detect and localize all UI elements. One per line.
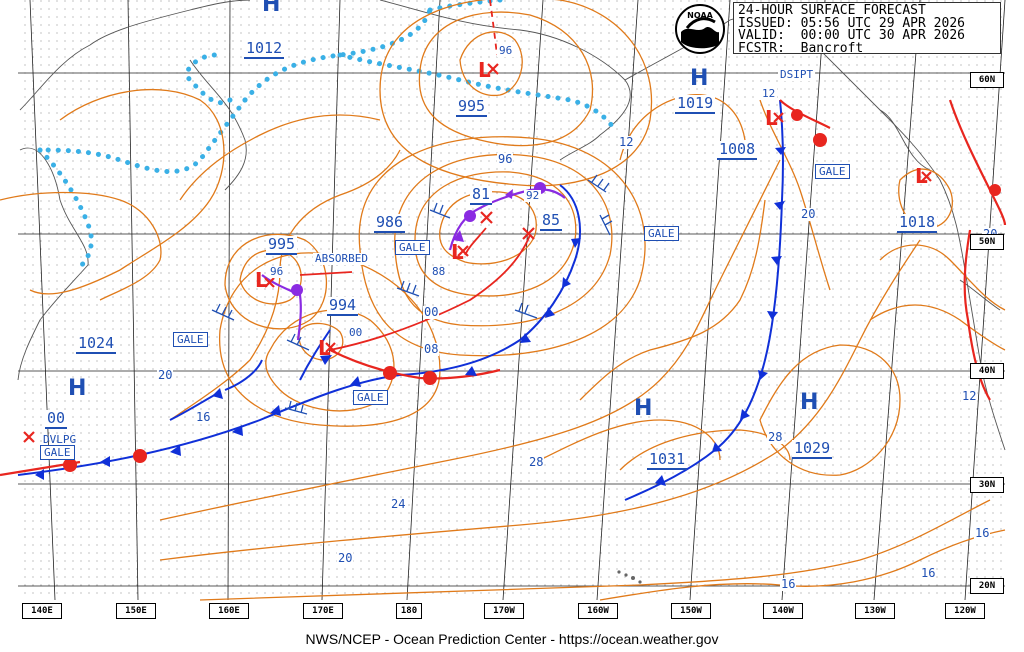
header-issued: ISSUED: 05:56 UTC 29 APR 2026 (738, 15, 965, 31)
gale-warning-label: GALE (173, 332, 208, 347)
isobar-label: 96 (497, 152, 514, 166)
longitude-label: 160E (209, 603, 249, 619)
high-symbol: H (690, 66, 709, 91)
longitude-label: 150W (671, 603, 711, 619)
low-note: 00 (347, 326, 365, 339)
forecast-header: 24-HOUR SURFACE FORECAST ISSUED: 05:56 U… (733, 2, 1001, 54)
isobar-label: 24 (390, 497, 407, 511)
header-title: 24-HOUR SURFACE FORECAST (738, 3, 926, 18)
low-note: 92 (524, 189, 542, 202)
front-semicircles (63, 109, 1001, 472)
absorbed-note: ABSORBED (313, 252, 370, 265)
high-symbol: H (634, 396, 653, 421)
high-symbol: H (262, 0, 281, 17)
low-symbol: L (765, 106, 778, 130)
isobar-label: 28 (528, 455, 545, 469)
latitude-label: 50N (970, 234, 1004, 250)
gale-warning-label: GALE (815, 164, 850, 179)
low-symbol: L (255, 268, 268, 292)
low-pressure-label: 994 (327, 296, 359, 316)
storm-tracks (299, 0, 531, 351)
gale-warning-label: GALE (395, 240, 430, 255)
high-pressure-label: 1031 (647, 450, 688, 470)
longitude-label: 140W (763, 603, 803, 619)
isobar-label: 88 (430, 265, 448, 278)
longitude-label: 170E (303, 603, 343, 619)
high-pressure-label: 1024 (76, 334, 117, 354)
isobar-label: 16 (780, 577, 797, 591)
high-pressure-label: 1012 (244, 39, 285, 59)
low-note: 96 (497, 44, 515, 57)
low-pressure-label: 1018 (897, 213, 938, 233)
cold-front-2 (624, 99, 785, 501)
longitude-label: 130W (855, 603, 895, 619)
isobar-label: 20 (157, 368, 174, 382)
low-pressure-label: 00 (45, 409, 68, 429)
isobar-label: 12 (961, 389, 978, 403)
developing-note: DVLPG (43, 433, 77, 446)
isobar-label: 20 (337, 551, 354, 565)
isobar-label: 16 (195, 410, 212, 424)
header-valid: VALID: 00:00 UTC 30 APR 2026 (738, 28, 965, 43)
longitude-label: 180 (396, 603, 422, 619)
low-pressure-label: 81 (470, 185, 493, 205)
low-pressure-label: 995 (266, 235, 298, 255)
low-pressure-label: 986 (374, 213, 406, 233)
high-pressure-label: 1029 (792, 439, 833, 459)
low-note: 12 (760, 87, 778, 100)
noaa-logo: NOAA (675, 4, 725, 54)
gale-warning-label: GALE (644, 226, 679, 241)
low-pressure-label: 1008 (717, 140, 758, 160)
latitude-label: 30N (970, 477, 1004, 493)
longitude-label: 160W (578, 603, 618, 619)
storm-x-marks (23, 63, 932, 443)
longitude-label: 150E (116, 603, 156, 619)
high-pressure-label: 1019 (675, 94, 716, 114)
low-pressure-label: 85 (540, 211, 563, 231)
wind-barbs (211, 174, 613, 415)
isobar-label: 08 (423, 342, 440, 356)
header-forecaster: FCSTR: Bancroft (738, 40, 864, 56)
front-triangles (35, 147, 786, 486)
low-note: 96 (268, 265, 286, 278)
latitude-label: 20N (970, 578, 1004, 594)
dissipating-note: DSIPT (778, 68, 816, 81)
latitude-label: 40N (970, 363, 1004, 379)
isobar-label: 16 (920, 566, 937, 580)
low-symbol: L (478, 58, 491, 82)
coastlines (17, 0, 1006, 451)
longitude-label: 120W (945, 603, 985, 619)
ice-edge (37, 0, 618, 273)
isobar-label: 16 (974, 526, 991, 540)
latitude-label: 60N (970, 72, 1004, 88)
low-symbol: L (318, 336, 331, 360)
footer-credit: NWS/NCEP - Ocean Prediction Center - htt… (305, 631, 719, 647)
longitude-label: 170W (484, 603, 524, 619)
logo-text: NOAA (687, 11, 713, 20)
low-pressure-label: 995 (456, 97, 488, 117)
low-symbol: L (915, 164, 928, 188)
low-symbol: L (451, 240, 464, 264)
isobar-label: 00 (423, 305, 440, 319)
longitude-label: 140E (22, 603, 62, 619)
high-symbol: H (800, 390, 819, 415)
islands (617, 570, 642, 584)
isobar-label: 20 (800, 207, 817, 221)
gale-warning-label: GALE (40, 445, 75, 460)
isobar-label: 12 (618, 135, 635, 149)
high-symbol: H (68, 376, 87, 401)
gale-warning-label: GALE (353, 390, 388, 405)
dotted-background (18, 0, 1008, 600)
isobar-label: 28 (767, 430, 784, 444)
